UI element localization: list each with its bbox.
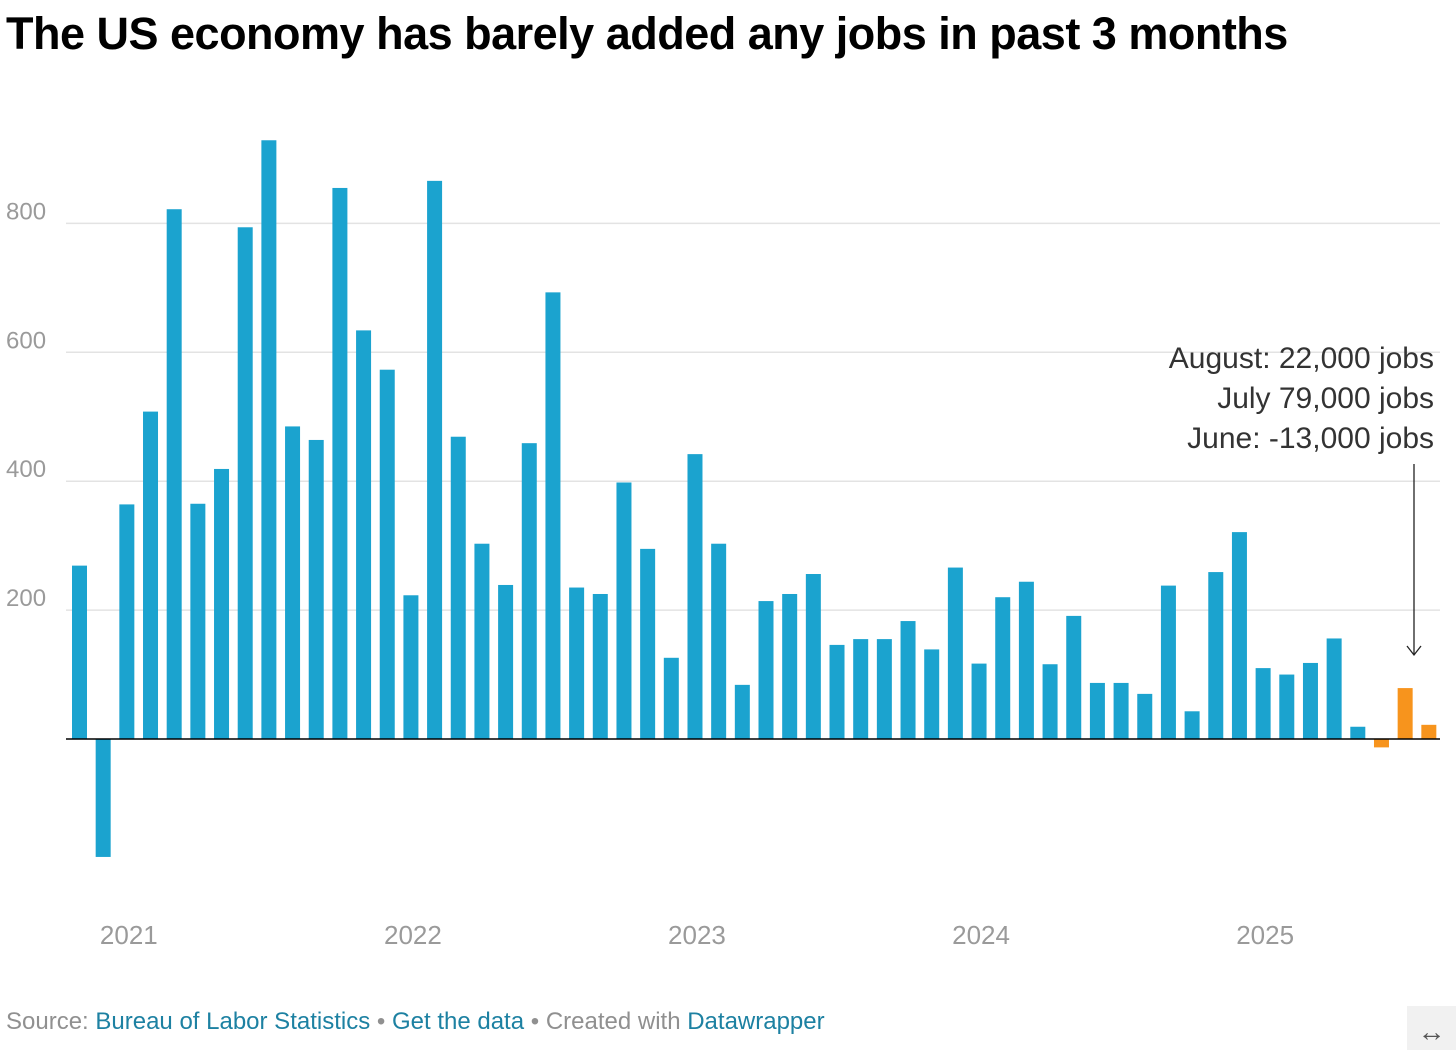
x-tick-label: 2022 bbox=[384, 920, 442, 950]
bar bbox=[214, 468, 230, 739]
bar bbox=[403, 595, 419, 739]
bar bbox=[166, 209, 182, 739]
bar bbox=[237, 227, 253, 739]
bar bbox=[640, 548, 656, 739]
bar bbox=[261, 140, 277, 739]
bar bbox=[971, 663, 987, 739]
bar bbox=[947, 567, 963, 739]
y-tick-label: 800 bbox=[6, 198, 46, 225]
bar bbox=[119, 504, 135, 739]
bar bbox=[663, 657, 679, 739]
separator-dot: • bbox=[376, 1008, 386, 1035]
bar bbox=[616, 482, 632, 739]
bar bbox=[1018, 581, 1034, 739]
bar bbox=[356, 330, 372, 739]
y-tick-label: 600 bbox=[6, 327, 46, 354]
source-link[interactable]: Bureau of Labor Statistics bbox=[95, 1008, 371, 1035]
bar bbox=[1160, 585, 1176, 739]
bar bbox=[1231, 532, 1247, 739]
bar bbox=[782, 593, 798, 739]
bar bbox=[427, 180, 443, 739]
bar bbox=[995, 597, 1011, 739]
bar bbox=[1326, 638, 1342, 739]
bar bbox=[592, 593, 608, 739]
bar bbox=[1397, 688, 1413, 739]
bar bbox=[711, 543, 727, 739]
x-tick-label: 2024 bbox=[952, 920, 1010, 950]
bar bbox=[72, 565, 87, 739]
separator-dot: • bbox=[530, 1008, 540, 1035]
bar bbox=[95, 739, 111, 857]
bar bbox=[545, 292, 561, 739]
get-data-link[interactable]: Get the data bbox=[391, 1008, 525, 1035]
bar-chart: 200 400 600 800 2021 2022 2023 2024 2025 August… bbox=[6, 140, 1440, 950]
bar bbox=[734, 684, 750, 739]
bar bbox=[758, 601, 774, 739]
bar bbox=[308, 439, 324, 739]
chart-title: The US economy has barely added any jobs… bbox=[6, 8, 1288, 59]
annotation-text: July 79,000 jobs bbox=[1217, 382, 1434, 415]
expand-icon[interactable]: ↔ bbox=[1407, 1006, 1456, 1050]
bar bbox=[876, 639, 892, 739]
bar bbox=[1421, 724, 1437, 739]
bar bbox=[805, 574, 821, 739]
bar bbox=[498, 584, 514, 739]
bar bbox=[285, 426, 301, 739]
bar bbox=[1066, 615, 1082, 739]
annotation: August: 22,000 jobs July 79,000 jobs June:… bbox=[1169, 342, 1434, 657]
bar bbox=[1302, 662, 1318, 739]
bar bbox=[190, 503, 206, 739]
bars bbox=[72, 140, 1437, 857]
bar bbox=[143, 411, 159, 739]
bar bbox=[1255, 668, 1271, 739]
bar bbox=[1350, 726, 1366, 739]
bar bbox=[829, 644, 845, 739]
annotation-text: August: 22,000 jobs bbox=[1169, 342, 1434, 375]
bar bbox=[853, 639, 869, 739]
bar bbox=[1208, 572, 1224, 739]
datawrapper-link[interactable]: Datawrapper bbox=[687, 1008, 825, 1035]
bar bbox=[1184, 711, 1200, 739]
annotation-text: June: -13,000 jobs bbox=[1187, 422, 1434, 455]
x-tick-label: 2023 bbox=[668, 920, 726, 950]
bar bbox=[1042, 664, 1058, 739]
bar bbox=[1279, 674, 1295, 739]
x-axis: 2021 2022 2023 2024 2025 bbox=[66, 738, 1440, 950]
bar bbox=[569, 587, 585, 739]
bar bbox=[1137, 693, 1153, 739]
bar bbox=[379, 369, 395, 739]
bar bbox=[687, 454, 703, 739]
y-tick-label: 200 bbox=[6, 585, 46, 612]
bar bbox=[900, 621, 916, 739]
bar bbox=[1373, 739, 1389, 748]
x-tick-label: 2021 bbox=[100, 920, 158, 950]
y-tick-label: 400 bbox=[6, 456, 46, 483]
bar bbox=[474, 543, 490, 739]
footer: Source: Bureau of Labor Statistics • Get… bbox=[6, 1008, 825, 1036]
bar bbox=[1089, 682, 1105, 739]
source-prefix: Source: bbox=[6, 1008, 89, 1035]
bar bbox=[924, 649, 940, 739]
annotation-arrow-head bbox=[1406, 645, 1422, 657]
bar bbox=[521, 443, 537, 739]
bar bbox=[450, 436, 466, 739]
bar bbox=[1113, 682, 1129, 739]
bar bbox=[332, 187, 348, 739]
x-tick-label: 2025 bbox=[1236, 920, 1294, 950]
created-with-text: Created with bbox=[545, 1008, 681, 1035]
